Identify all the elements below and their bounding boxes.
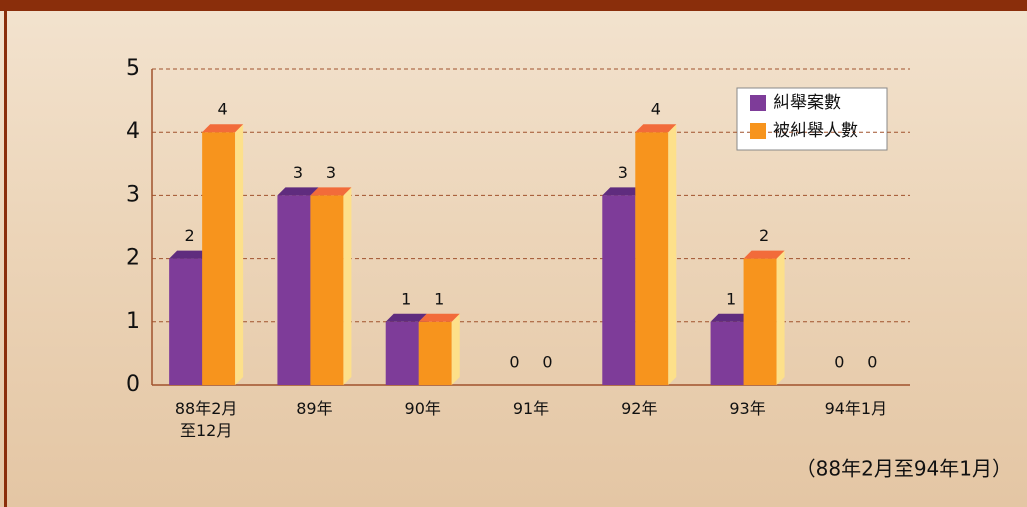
bar-side [451, 313, 460, 385]
bar-front [385, 321, 419, 385]
bar-front [710, 321, 744, 385]
x-tick-label: 92年 [621, 399, 658, 418]
bar-front [418, 321, 452, 385]
value-label: 1 [726, 289, 736, 308]
value-label: 4 [651, 100, 661, 119]
value-label: 2 [185, 226, 195, 245]
legend-swatch [750, 123, 766, 139]
annotation: （88年2月至94年1月） [796, 457, 1012, 481]
legend-swatch [750, 95, 766, 111]
bar-front [277, 195, 311, 385]
bar-top [202, 124, 244, 133]
value-label: 3 [326, 163, 336, 182]
bar-front [635, 132, 669, 385]
x-tick-label: 91年 [512, 399, 550, 418]
value-label: 0 [834, 353, 844, 372]
y-tick-label: 1 [126, 309, 140, 334]
top-bar [0, 0, 1027, 11]
y-tick-label: 2 [126, 246, 140, 271]
bar-front [169, 258, 203, 385]
x-tick-label: 90年 [404, 399, 441, 418]
value-label: 1 [434, 289, 444, 308]
bar-front [202, 132, 236, 385]
value-label: 0 [542, 353, 552, 372]
value-label: 1 [401, 289, 411, 308]
bar-top [169, 250, 211, 259]
left-border [4, 11, 7, 507]
bar-front [602, 195, 636, 385]
bar-top [710, 313, 752, 322]
x-tick-label: 88年2月 至12月 [174, 399, 238, 440]
legend-label: 被糾舉人數 [773, 121, 858, 141]
y-tick-label: 0 [126, 372, 140, 397]
value-label: 3 [618, 163, 628, 182]
value-label: 2 [759, 226, 769, 245]
bar-front [310, 195, 344, 385]
legend-label: 糾舉案數 [773, 93, 841, 113]
y-tick-label: 3 [126, 182, 140, 207]
bar-side [668, 124, 677, 385]
x-tick-label: 89年 [296, 399, 333, 418]
bar-top [602, 187, 644, 196]
y-tick-label: 5 [126, 56, 140, 81]
bar-top [385, 313, 427, 322]
bar-top [418, 313, 460, 322]
bar-side [776, 250, 785, 385]
value-label: 4 [218, 100, 228, 119]
bar-top [310, 187, 352, 196]
value-label: 0 [867, 353, 877, 372]
bar-side [235, 124, 244, 385]
bar-top [277, 187, 319, 196]
x-tick-label: 94年1月 [824, 399, 888, 418]
bar-top [743, 250, 785, 259]
y-tick-label: 4 [126, 119, 140, 144]
bar-top [635, 124, 677, 133]
bar-side [343, 187, 352, 385]
value-label: 0 [509, 353, 519, 372]
bar-front [743, 258, 777, 385]
value-label: 3 [293, 163, 303, 182]
x-tick-label: 93年 [729, 399, 766, 418]
